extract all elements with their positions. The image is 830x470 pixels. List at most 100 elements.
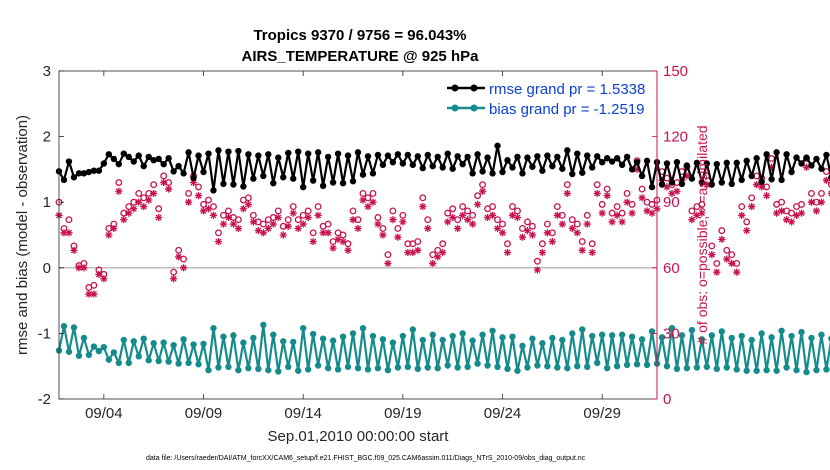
obs-possible-marker-74 [424, 216, 432, 224]
rmse-point-142 [763, 151, 770, 158]
obs-possible-marker-95 [528, 222, 536, 230]
rmse-point-93 [519, 170, 526, 177]
obs-assimilated-marker-3 [70, 246, 78, 254]
bias-point-145 [778, 327, 785, 334]
rmse-point-106 [584, 152, 591, 159]
obs-possible-marker-54 [324, 220, 332, 228]
obs-assimilated-marker-41 [259, 229, 267, 237]
obs-possible-marker-108 [593, 181, 601, 189]
bias-point-80 [454, 364, 461, 371]
bias-point-115 [628, 333, 636, 340]
obs-assimilated-marker-13 [120, 216, 128, 224]
obs-assimilated-marker-48 [294, 224, 302, 233]
rmse-point-109 [598, 158, 606, 166]
rmse-point-44 [275, 154, 282, 161]
legend: rmse grand pr = 1.5338 bias grand pr = -… [440, 76, 653, 120]
legend-rmse-marker-1 [451, 84, 459, 92]
bias-point-58 [344, 363, 352, 371]
obs-possible-marker-16 [135, 190, 143, 197]
obs-assimilated-marker-88 [493, 224, 502, 233]
rmse-point-7 [90, 167, 98, 174]
obs-possible-marker-24 [175, 246, 183, 254]
rmse-point-5 [80, 170, 88, 177]
obs-assimilated-marker-133 [718, 235, 726, 243]
obs-possible-marker-50 [304, 207, 312, 215]
bias-point-123 [668, 324, 676, 332]
rmse-point-126 [683, 162, 691, 169]
obs-assimilated-marker-90 [503, 248, 512, 257]
bias-point-56 [334, 366, 342, 373]
rmse-point-61 [359, 171, 367, 178]
bias-point-124 [673, 365, 681, 373]
footnote-data-file: data file: /Users/raeder/DAI/ATM_forcXX/… [146, 455, 586, 462]
bias-point-4 [75, 352, 83, 359]
obs-assimilated-marker-44 [274, 213, 282, 222]
bias-point-48 [295, 367, 302, 374]
obs-assimilated-marker-56 [334, 235, 342, 243]
bias-point-135 [728, 334, 735, 342]
bias-point-137 [738, 332, 745, 340]
obs-possible-marker-107 [588, 240, 596, 248]
y-right-tick-label-2: 60 [663, 260, 680, 277]
y-left-tick-label-0: -2 [38, 391, 51, 408]
bias-point-116 [633, 361, 641, 368]
rmse-point-98 [544, 152, 551, 159]
obs-possible-marker-51 [309, 229, 317, 237]
rmse-point-152 [813, 155, 820, 163]
bias-point-107 [589, 332, 596, 340]
obs-assimilated-marker-132 [713, 268, 721, 276]
obs-assimilated-marker-79 [449, 213, 457, 222]
obs-assimilated-marker-55 [329, 244, 337, 252]
obs-assimilated-marker-95 [528, 231, 537, 239]
rmse-point-74 [424, 151, 431, 159]
obs-assimilated-marker-50 [304, 213, 312, 222]
bias-point-75 [429, 331, 436, 338]
bias-point-70 [404, 363, 412, 371]
obs-assimilated-marker-9 [100, 275, 108, 283]
obs-possible-marker-104 [573, 220, 581, 228]
bias-point-105 [579, 326, 586, 333]
bias-point-106 [584, 363, 591, 371]
bias-point-129 [698, 336, 706, 343]
obs-assimilated-marker-103 [568, 224, 576, 233]
rmse-point-66 [384, 152, 392, 159]
obs-possible-marker-132 [713, 259, 721, 267]
obs-assimilated-marker-77 [439, 248, 447, 257]
obs-assimilated-marker-21 [160, 178, 168, 187]
obs-assimilated-marker-76 [434, 253, 442, 261]
legend-bias-marker-2 [470, 104, 478, 112]
rmse-point-9 [100, 160, 108, 167]
rmse-point-104 [574, 150, 581, 157]
obs-assimilated-marker-27 [189, 178, 198, 187]
y-right-tick-label-4: 120 [663, 129, 688, 146]
obs-assimilated-marker-151 [807, 198, 816, 206]
bias-point-122 [663, 363, 671, 370]
bias-point-90 [504, 365, 511, 373]
obs-assimilated-marker-65 [379, 231, 387, 239]
obs-possible-marker-48 [294, 216, 302, 224]
obs-possible-marker-73 [419, 194, 427, 202]
obs-assimilated-marker-97 [538, 248, 546, 257]
obs-assimilated-marker-29 [199, 207, 208, 215]
bias-point-131 [708, 332, 716, 339]
obs-assimilated-marker-6 [85, 290, 93, 298]
rmse-point-47 [290, 175, 297, 182]
obs-assimilated-marker-23 [170, 275, 178, 283]
obs-assimilated-marker-11 [110, 224, 118, 233]
obs-assimilated-marker-20 [155, 213, 163, 222]
bias-point-126 [683, 364, 691, 372]
rmse-point-31 [210, 187, 217, 194]
rmse-point-141 [758, 178, 765, 186]
rmse-point-146 [783, 151, 790, 158]
rmse-point-18 [145, 153, 152, 161]
obs-possible-marker-103 [568, 216, 576, 224]
obs-assimilated-marker-92 [513, 213, 522, 222]
rmse-point-94 [524, 154, 531, 161]
obs-assimilated-marker-94 [523, 227, 532, 235]
obs-assimilated-marker-123 [668, 189, 676, 198]
rmse-point-114 [623, 153, 631, 161]
obs-assimilated-marker-31 [209, 211, 218, 219]
obs-assimilated-marker-126 [683, 172, 691, 180]
bias-point-64 [374, 364, 382, 372]
bias-point-113 [618, 331, 626, 338]
